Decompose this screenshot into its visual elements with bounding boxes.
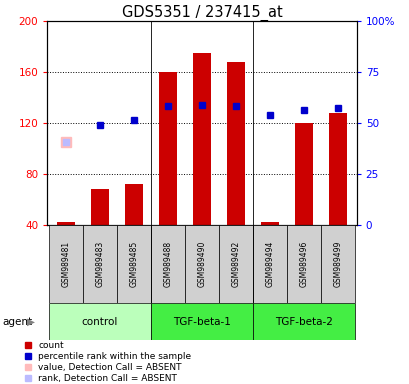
Text: count: count: [38, 341, 63, 350]
Text: GSM989496: GSM989496: [299, 241, 308, 287]
Text: TGF-beta-1: TGF-beta-1: [173, 316, 230, 327]
Text: value, Detection Call = ABSENT: value, Detection Call = ABSENT: [38, 363, 181, 372]
Bar: [56, 222, 75, 225]
Bar: [151, 303, 252, 340]
Text: GSM989483: GSM989483: [95, 241, 104, 287]
Bar: [151, 225, 184, 303]
Title: GDS5351 / 237415_at: GDS5351 / 237415_at: [121, 5, 282, 21]
Bar: [260, 222, 279, 225]
Bar: [252, 225, 286, 303]
Bar: [328, 113, 346, 225]
Bar: [192, 53, 211, 225]
Text: ▶: ▶: [27, 316, 35, 327]
Bar: [218, 225, 252, 303]
Text: GSM989490: GSM989490: [197, 241, 206, 287]
Bar: [286, 225, 320, 303]
Bar: [124, 184, 143, 225]
Text: GSM989494: GSM989494: [265, 241, 274, 287]
Bar: [49, 303, 151, 340]
Text: GSM989481: GSM989481: [61, 241, 70, 287]
Bar: [117, 225, 151, 303]
Text: TGF-beta-2: TGF-beta-2: [274, 316, 332, 327]
Bar: [294, 123, 312, 225]
Text: rank, Detection Call = ABSENT: rank, Detection Call = ABSENT: [38, 374, 176, 383]
Text: agent: agent: [2, 316, 32, 327]
Bar: [90, 189, 109, 225]
Bar: [49, 225, 83, 303]
Bar: [252, 303, 354, 340]
Text: control: control: [81, 316, 118, 327]
Text: GSM989492: GSM989492: [231, 241, 240, 287]
Text: percentile rank within the sample: percentile rank within the sample: [38, 352, 191, 361]
Bar: [83, 225, 117, 303]
Bar: [158, 72, 177, 225]
Text: GSM989499: GSM989499: [333, 241, 342, 287]
Bar: [320, 225, 354, 303]
Text: GSM989488: GSM989488: [163, 241, 172, 287]
Bar: [226, 62, 245, 225]
Bar: [184, 225, 218, 303]
Text: GSM989485: GSM989485: [129, 241, 138, 287]
